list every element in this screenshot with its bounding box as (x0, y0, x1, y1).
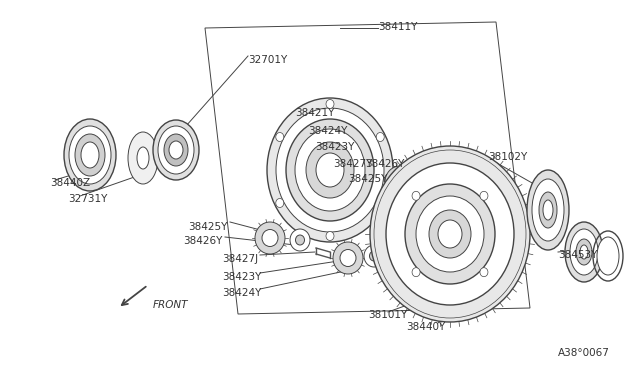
Ellipse shape (128, 132, 158, 184)
Ellipse shape (326, 231, 334, 241)
Ellipse shape (580, 245, 588, 259)
Ellipse shape (69, 126, 111, 184)
Ellipse shape (412, 191, 420, 200)
Ellipse shape (376, 132, 384, 141)
Text: 38453Y: 38453Y (558, 250, 597, 260)
Ellipse shape (295, 129, 365, 211)
Text: 38102Y: 38102Y (488, 152, 527, 162)
Ellipse shape (276, 108, 384, 232)
Ellipse shape (369, 251, 378, 261)
Ellipse shape (385, 166, 415, 198)
Ellipse shape (543, 200, 553, 220)
Text: 38440Z: 38440Z (50, 178, 90, 188)
Ellipse shape (405, 184, 495, 284)
Ellipse shape (565, 222, 603, 282)
Ellipse shape (340, 250, 356, 266)
Text: 38424Y: 38424Y (222, 288, 261, 298)
Text: 38426Y: 38426Y (365, 159, 404, 169)
Ellipse shape (164, 134, 188, 166)
Ellipse shape (408, 185, 428, 207)
Ellipse shape (276, 132, 284, 141)
Ellipse shape (276, 199, 284, 208)
Ellipse shape (267, 98, 393, 242)
Ellipse shape (576, 239, 592, 265)
Ellipse shape (370, 146, 530, 322)
Text: 38427J: 38427J (222, 254, 258, 264)
Ellipse shape (137, 147, 149, 169)
Ellipse shape (480, 268, 488, 277)
Text: 38421Y: 38421Y (295, 108, 334, 118)
Text: 38423Y: 38423Y (315, 142, 355, 152)
Ellipse shape (412, 268, 420, 277)
Ellipse shape (262, 230, 278, 247)
Ellipse shape (392, 173, 408, 190)
Text: 38425Y: 38425Y (348, 174, 387, 184)
Ellipse shape (158, 126, 194, 174)
Ellipse shape (386, 163, 514, 305)
Text: 38426Y: 38426Y (183, 236, 222, 246)
Ellipse shape (153, 120, 199, 180)
Ellipse shape (64, 119, 116, 191)
Text: 32731Y: 32731Y (68, 194, 108, 204)
Text: 38101Y: 38101Y (368, 310, 407, 320)
Ellipse shape (597, 237, 619, 275)
Ellipse shape (570, 229, 598, 275)
Ellipse shape (376, 199, 384, 208)
Ellipse shape (326, 99, 334, 109)
Ellipse shape (527, 170, 569, 250)
Text: 38423Y: 38423Y (222, 272, 261, 282)
Ellipse shape (333, 242, 363, 274)
Ellipse shape (81, 142, 99, 168)
Ellipse shape (438, 220, 462, 248)
Ellipse shape (413, 190, 423, 202)
Ellipse shape (429, 210, 471, 258)
Ellipse shape (532, 179, 564, 241)
Text: 38440Y: 38440Y (406, 322, 445, 332)
Text: 38411Y: 38411Y (378, 22, 417, 32)
Ellipse shape (169, 141, 183, 159)
Text: 38424Y: 38424Y (308, 126, 348, 136)
Ellipse shape (316, 153, 344, 187)
Ellipse shape (539, 192, 557, 228)
Text: 38427Y: 38427Y (333, 159, 372, 169)
Ellipse shape (290, 229, 310, 251)
Text: A38°0067: A38°0067 (558, 348, 610, 358)
Ellipse shape (364, 245, 384, 267)
Ellipse shape (480, 191, 488, 200)
Ellipse shape (255, 222, 285, 254)
Ellipse shape (296, 235, 305, 245)
Text: 38425Y: 38425Y (188, 222, 227, 232)
Text: 32701Y: 32701Y (248, 55, 287, 65)
Ellipse shape (306, 142, 354, 198)
Ellipse shape (286, 119, 374, 221)
Ellipse shape (75, 134, 105, 176)
Text: FRONT: FRONT (153, 300, 189, 310)
Ellipse shape (416, 196, 484, 272)
